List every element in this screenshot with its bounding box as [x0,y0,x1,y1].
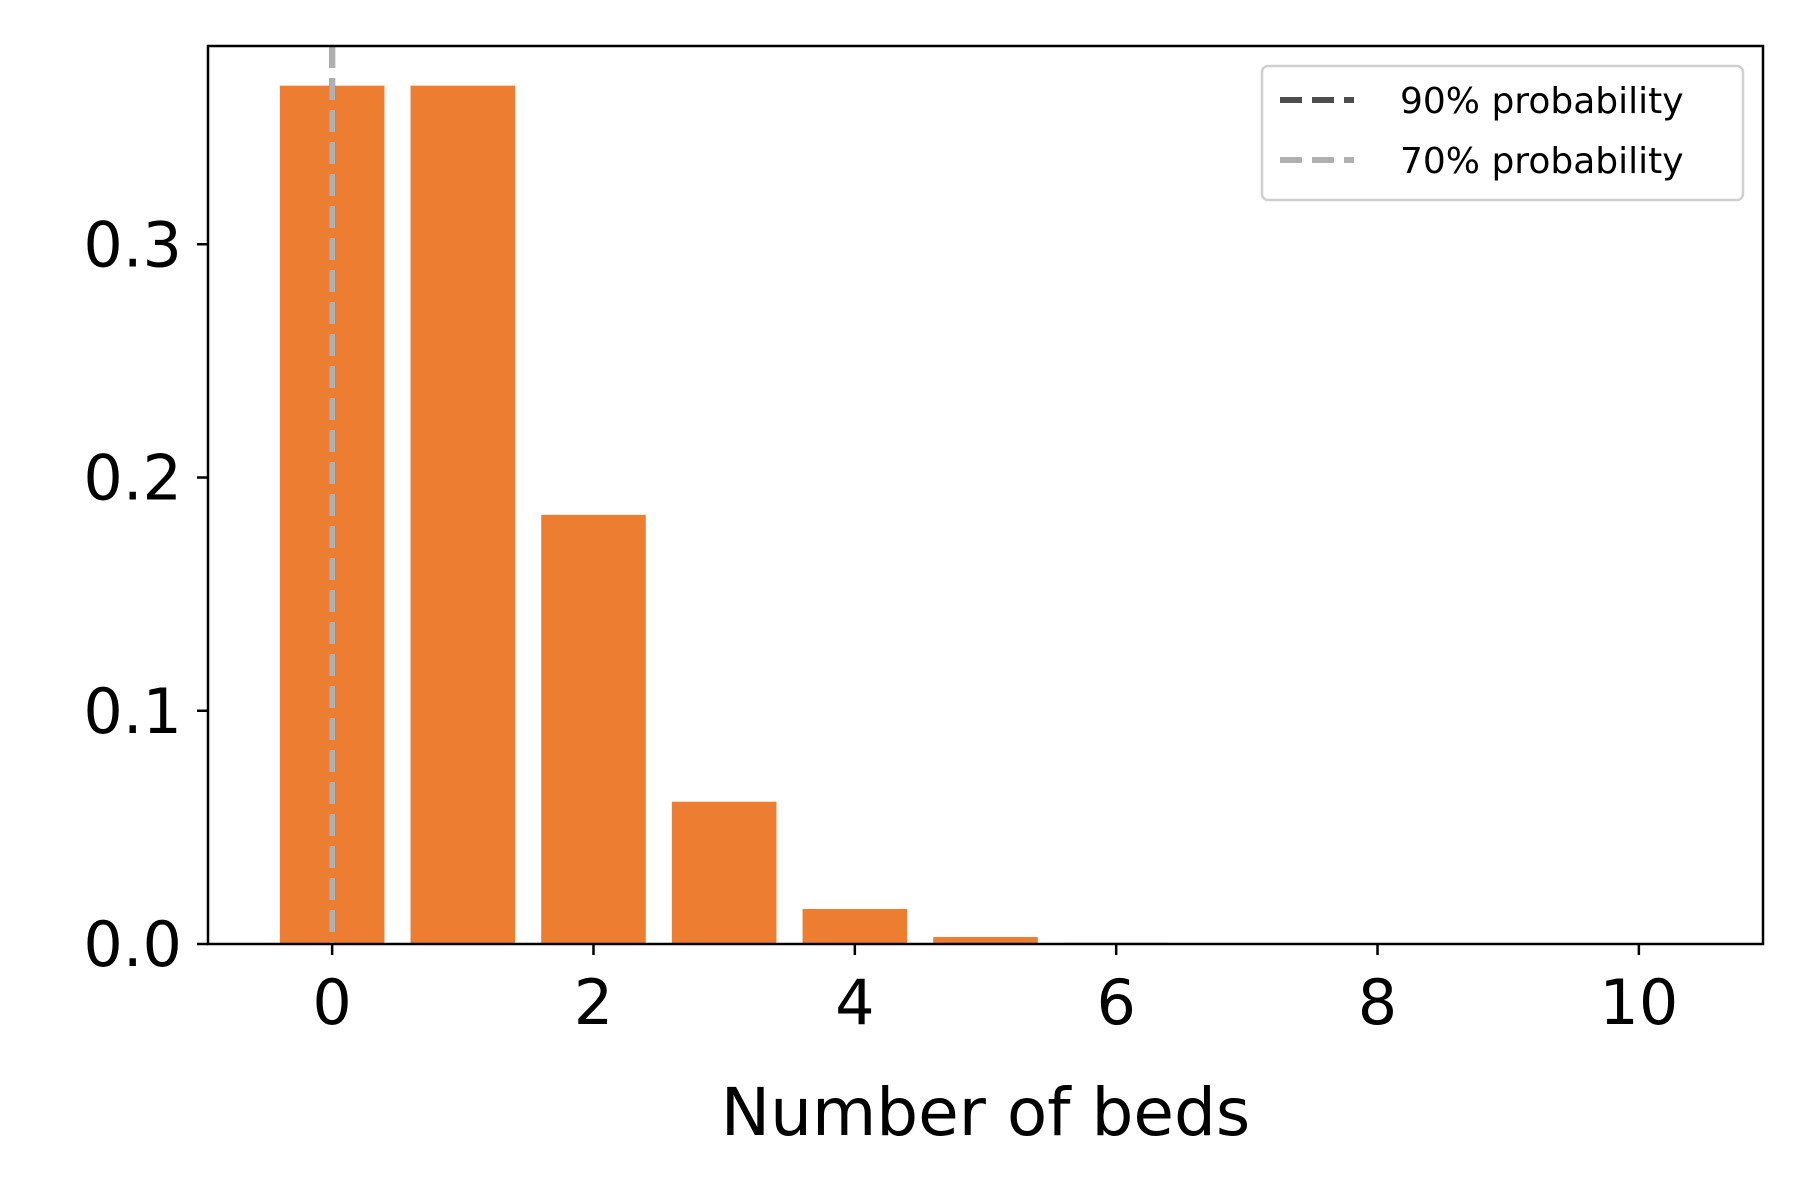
bar-5 [933,937,1038,944]
x-tick-label: 6 [1096,966,1135,1039]
x-tick-label: 0 [312,966,351,1039]
bar-1 [410,85,516,944]
legend-box [1260,64,1745,202]
bar-3 [671,801,777,944]
x-tick-label: 2 [574,966,613,1039]
y-tick-label: 0.2 [83,442,182,515]
x-tick-label: 4 [835,966,874,1039]
legend: 90% probability 70% probability [1260,64,1745,202]
legend-label: 90% probability [1400,81,1684,122]
x-axis-label: Number of beds [721,1074,1250,1151]
x-axis-ticks: 0 2 4 6 8 10 [312,944,1678,1039]
y-tick-label: 0.3 [83,208,182,281]
bar-2 [541,514,646,944]
y-tick-label: 0.1 [83,675,182,748]
x-tick-label: 8 [1358,966,1397,1039]
y-tick-label: 0.0 [83,908,182,981]
legend-label: 70% probability [1400,141,1684,182]
y-axis-ticks: 0.0 0.1 0.2 0.3 [83,208,208,981]
plot-frame [206,44,1765,946]
bar-4 [802,909,908,944]
x-tick-label: 10 [1599,966,1678,1039]
